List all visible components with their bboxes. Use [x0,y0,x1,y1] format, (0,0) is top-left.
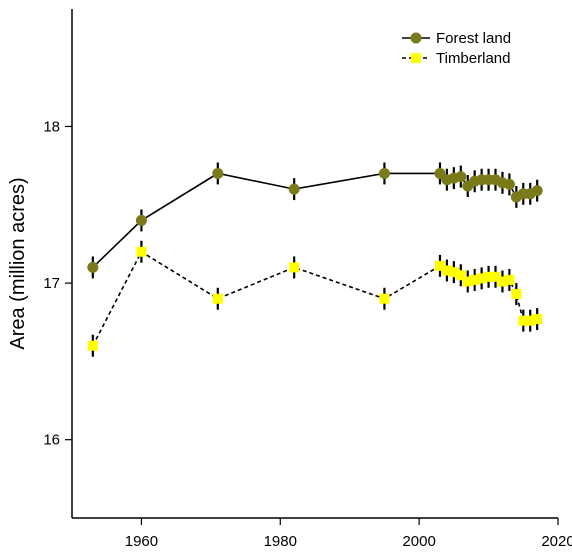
y-tick-label: 16 [43,432,60,449]
data-point-timberland [87,340,98,351]
data-point-forest-land [87,261,99,273]
data-point-forest-land [288,183,300,195]
data-point-timberland [379,293,390,304]
axes: 1960 1980 2000 2020 16 17 18 Area (million acre… [7,9,572,550]
data-point-forest-land [455,171,467,183]
series-forest-land [87,162,543,279]
series-timberland [87,240,543,357]
data-point-timberland [518,315,529,326]
data-point-forest-land [378,167,390,179]
legend-label-timberland: Timberland [436,50,510,67]
data-point-timberland [483,271,494,282]
data-point-timberland [532,314,543,325]
data-point-timberland [511,289,522,300]
x-tick-label: 1960 [125,533,158,550]
series-layer [87,162,543,357]
legend-label-forest-land: Forest land [436,30,511,47]
x-tick-label: 2000 [402,533,435,550]
data-point-timberland [497,276,508,287]
data-point-timberland [476,273,487,284]
data-point-timberland [469,274,480,285]
x-tick-label: 2020 [541,533,572,550]
data-point-timberland [212,293,223,304]
y-axis-title: Area (million acres) [7,177,29,349]
data-point-forest-land [135,214,147,226]
y-tick-label: 17 [43,275,60,292]
data-point-timberland [490,271,501,282]
data-point-timberland [462,276,473,287]
data-point-timberland [504,274,515,285]
data-point-forest-land [503,178,515,190]
legend-marker-timberland [411,53,421,63]
data-point-forest-land [212,167,224,179]
data-point-timberland [448,267,459,278]
data-point-timberland [441,265,452,276]
legend: Forest land Timberland [402,30,511,67]
series-line-timberland [92,250,538,347]
y-tick-label: 18 [43,118,60,135]
x-tick-label: 1980 [264,533,297,550]
legend-marker-forest-land [410,32,422,44]
data-point-timberland [525,315,536,326]
data-point-timberland [434,260,445,271]
data-point-forest-land [531,185,543,197]
data-point-timberland [289,262,300,273]
data-point-timberland [455,270,466,281]
data-point-timberland [136,246,147,257]
